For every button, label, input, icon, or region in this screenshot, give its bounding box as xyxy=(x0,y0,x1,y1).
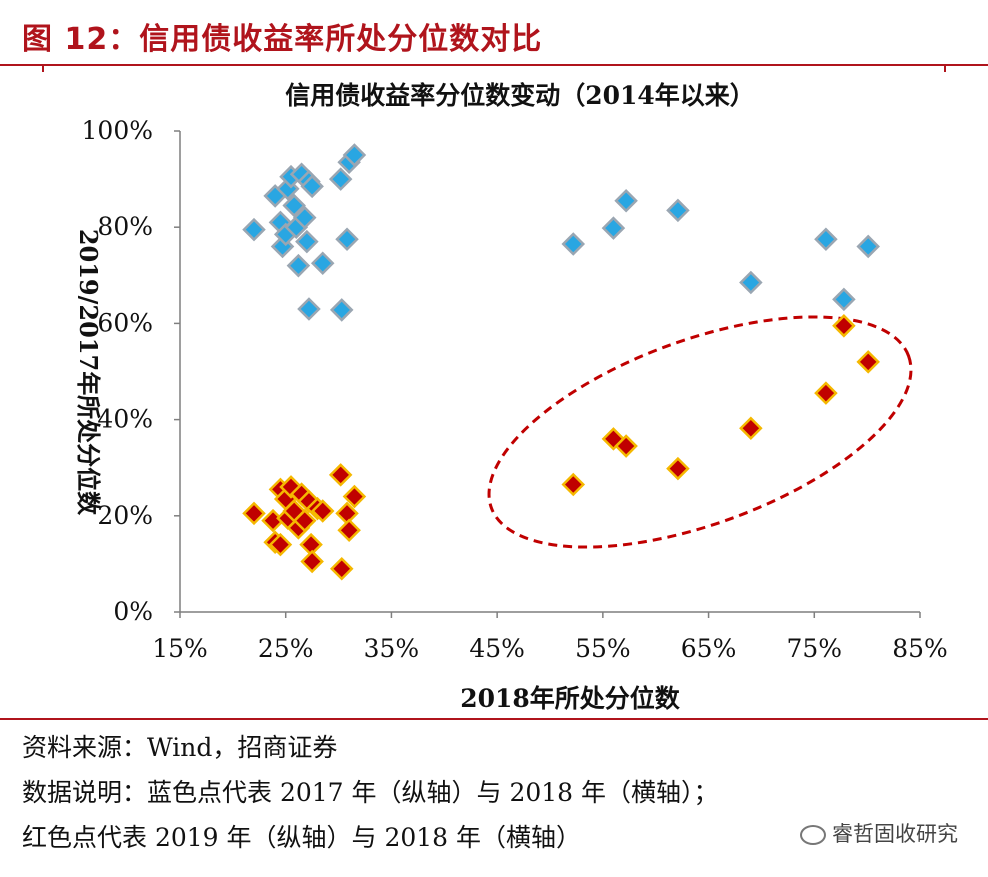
red-diamond-marker xyxy=(242,501,266,526)
watermark: 睿哲固收研究 xyxy=(800,818,958,848)
red-diamond-marker xyxy=(832,314,856,338)
blue-diamond-marker xyxy=(335,227,359,251)
blue-diamond-marker xyxy=(666,198,690,223)
blue-diamond-marker xyxy=(856,234,880,259)
blue-diamond-marker xyxy=(601,216,626,240)
blue-diamond-marker xyxy=(295,229,319,254)
data-points xyxy=(242,143,880,581)
highlight-ellipse xyxy=(487,315,913,549)
y-tick-label: 80% xyxy=(97,212,153,241)
x-tick-label: 75% xyxy=(786,634,842,663)
blue-diamond-marker xyxy=(329,298,354,322)
red-diamond-marker xyxy=(292,508,317,533)
source-note: 资料来源：Wind，招商证券 xyxy=(22,733,338,762)
wechat-icon xyxy=(800,825,826,845)
watermark-text: 睿哲固收研究 xyxy=(832,822,958,846)
blue-diamond-marker xyxy=(286,253,311,278)
y-axis-label: 2019/2017年所处分位数 xyxy=(74,229,103,516)
red-diamond-marker xyxy=(337,518,361,542)
red-diamond-marker xyxy=(310,499,335,523)
red-diamond-marker xyxy=(739,416,763,441)
y-tick-label: 20% xyxy=(97,501,153,530)
x-tick-label: 25% xyxy=(258,634,314,663)
axes xyxy=(179,131,920,613)
blue-diamond-marker xyxy=(242,217,266,242)
x-tick-label: 85% xyxy=(892,634,948,663)
red-diamond-marker xyxy=(856,350,880,374)
x-tick-label: 35% xyxy=(364,634,420,663)
red-diamond-marker xyxy=(814,381,838,405)
y-tick-label: 0% xyxy=(113,597,153,626)
blue-diamond-marker xyxy=(292,205,317,230)
blue-diamond-marker xyxy=(814,227,838,251)
blue-diamond-marker xyxy=(614,188,638,213)
y-tick-label: 100% xyxy=(82,116,153,145)
rule-tick xyxy=(944,64,946,72)
red-diamond-marker xyxy=(329,556,354,581)
bottom-rule xyxy=(0,718,988,720)
data-description-line-2: 红色点代表 2019 年（纵轴）与 2018 年（横轴） xyxy=(22,823,582,852)
x-axis-label: 2018年所处分位数 xyxy=(460,684,681,713)
chart-title: 信用债收益率分位数变动（2014年以来） xyxy=(285,81,755,110)
red-diamond-marker xyxy=(614,434,638,458)
red-diamond-marker xyxy=(561,472,586,497)
rule-tick xyxy=(42,64,44,72)
tick-labels: 15% 25% 35% 45% 55% 65% 75% 85% 0% 20% 40% 60% 80% 10… xyxy=(82,116,948,663)
blue-diamond-marker xyxy=(282,193,306,218)
blue-diamond-marker xyxy=(739,270,763,295)
scatter-chart: 信用债收益率分位数变动（2014年以来） 15% 25% 35% 45% 55% 65% 7… xyxy=(74,81,948,713)
red-diamond-marker xyxy=(268,532,293,557)
red-diamond-marker xyxy=(666,456,690,481)
blue-diamond-marker xyxy=(832,287,856,312)
blue-diamond-marker xyxy=(300,174,324,199)
x-tick-label: 55% xyxy=(575,634,631,663)
blue-diamond-marker xyxy=(297,297,321,321)
blue-diamond-marker xyxy=(310,251,335,276)
red-diamond-marker xyxy=(300,549,324,574)
red-diamond-marker xyxy=(328,463,353,487)
figure-title: 图 12：信用债收益率所处分位数对比 xyxy=(22,22,543,57)
x-tick-label: 15% xyxy=(152,634,208,663)
x-tick-label: 45% xyxy=(469,634,525,663)
blue-diamond-marker xyxy=(561,232,586,256)
data-description-line-1: 数据说明：蓝色点代表 2017 年（纵轴）与 2018 年（横轴）； xyxy=(22,778,719,807)
y-tick-label: 40% xyxy=(97,405,153,434)
highlight-ellipse-layer xyxy=(487,315,913,549)
blue-diamond-marker xyxy=(342,143,367,167)
x-tick-label: 65% xyxy=(681,634,737,663)
top-rule xyxy=(0,64,988,66)
blue-diamond-marker xyxy=(328,167,353,191)
red-diamond-marker xyxy=(342,484,367,509)
y-tick-label: 60% xyxy=(97,308,153,337)
